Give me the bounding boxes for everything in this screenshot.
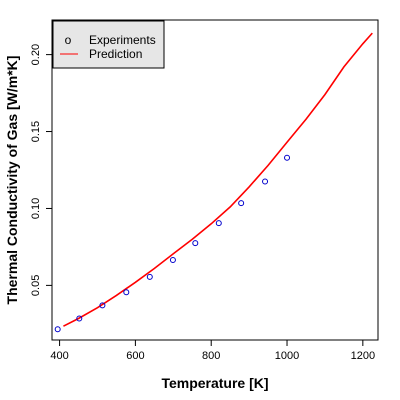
legend: o Experiments Prediction — [52, 20, 165, 69]
experiment-point — [123, 289, 130, 296]
experiment-point — [215, 220, 222, 227]
prediction-line — [63, 32, 373, 327]
y-tick-label: 0.20 — [30, 44, 42, 65]
x-tick-label: 1200 — [351, 350, 375, 362]
legend-experiments-label: Experiments — [89, 33, 156, 47]
experiment-point — [76, 315, 83, 322]
plot-frame — [51, 19, 379, 341]
experiment-point — [54, 326, 61, 333]
axis-ticks: 400 600 800 1000 1200 0.05 0.10 0.15 0.20 — [30, 44, 375, 362]
experiment-point — [284, 154, 291, 161]
x-axis-label: Temperature [K] — [161, 375, 268, 391]
y-tick-label: 0.05 — [30, 275, 42, 296]
y-axis-label: Thermal Conductivity of Gas [W/m*K] — [4, 56, 20, 305]
legend-experiments-symbol: o — [65, 33, 72, 47]
legend-prediction-label: Prediction — [89, 47, 142, 61]
legend-box — [52, 20, 165, 69]
y-tick-label: 0.15 — [30, 121, 42, 142]
x-tick-label: 600 — [126, 350, 144, 362]
experiment-point — [146, 273, 153, 280]
experiments-series — [54, 154, 291, 333]
prediction-series — [63, 32, 373, 327]
experiment-point — [262, 178, 269, 185]
y-tick-label: 0.10 — [30, 198, 42, 219]
x-tick-label: 1000 — [275, 350, 299, 362]
experiment-point — [238, 200, 245, 207]
x-tick-label: 400 — [50, 350, 68, 362]
experiment-point — [169, 257, 176, 263]
experiment-point — [192, 240, 199, 247]
x-tick-label: 800 — [202, 350, 220, 362]
experiment-point — [99, 302, 106, 309]
